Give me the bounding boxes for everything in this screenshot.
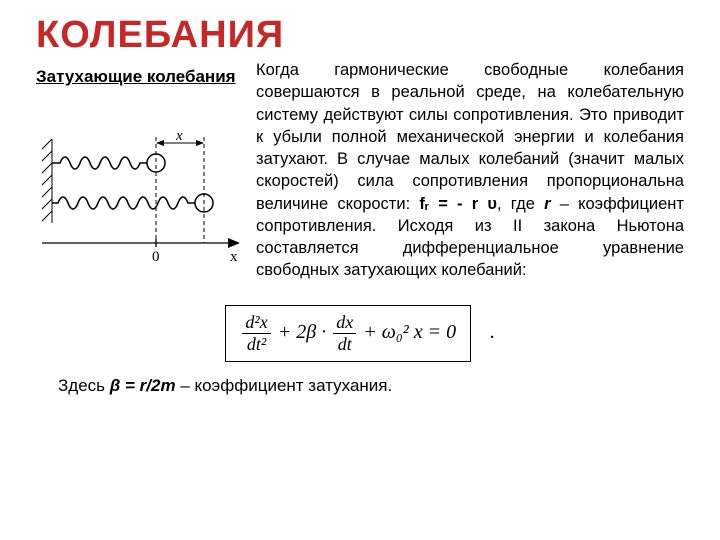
footnote: Здесь β = r/2m – коэффициент затухания. — [58, 376, 684, 396]
eq-t1-den: dt² — [242, 334, 270, 355]
eq-frac1: d²x dt² — [242, 312, 270, 355]
eq-t1-num: d²x — [242, 312, 270, 334]
content-row: Затухающие колебания — [36, 59, 684, 291]
eq-t2-den: dt — [333, 334, 356, 355]
body-text: Когда гармонические свободные колебания … — [256, 59, 684, 291]
equation-box: d²x dt² + 2β · dx dt + ω₀² x = 0 — [225, 305, 471, 362]
eq-frac2: dx dt — [333, 312, 356, 355]
body-after-formula: , где — [497, 195, 544, 213]
spring-diagram: x 0 x — [36, 131, 242, 291]
eq-plus1: + 2β · — [278, 321, 326, 343]
page-title: КОЛЕБАНИЯ — [36, 14, 684, 57]
diagram-column: Затухающие колебания — [36, 59, 248, 291]
inline-formula: fᵣ = - r υ — [419, 195, 497, 213]
svg-text:0: 0 — [152, 249, 160, 265]
eq-period: . — [490, 321, 495, 343]
svg-text:x: x — [230, 249, 238, 265]
footnote-prefix: Здесь — [58, 376, 110, 395]
eq-plus2: + ω₀² x = 0 — [363, 321, 456, 343]
footnote-formula: β = r/2m — [110, 376, 176, 395]
eq-t2-num: dx — [333, 312, 356, 334]
equation-block: d²x dt² + 2β · dx dt + ω₀² x = 0 . — [36, 305, 684, 362]
subtitle: Затухающие колебания — [36, 67, 248, 87]
svg-text:x: x — [175, 131, 183, 144]
footnote-suffix: – коэффициент затухания. — [176, 376, 393, 395]
body-before: Когда гармонические свободные колебания … — [256, 61, 684, 213]
